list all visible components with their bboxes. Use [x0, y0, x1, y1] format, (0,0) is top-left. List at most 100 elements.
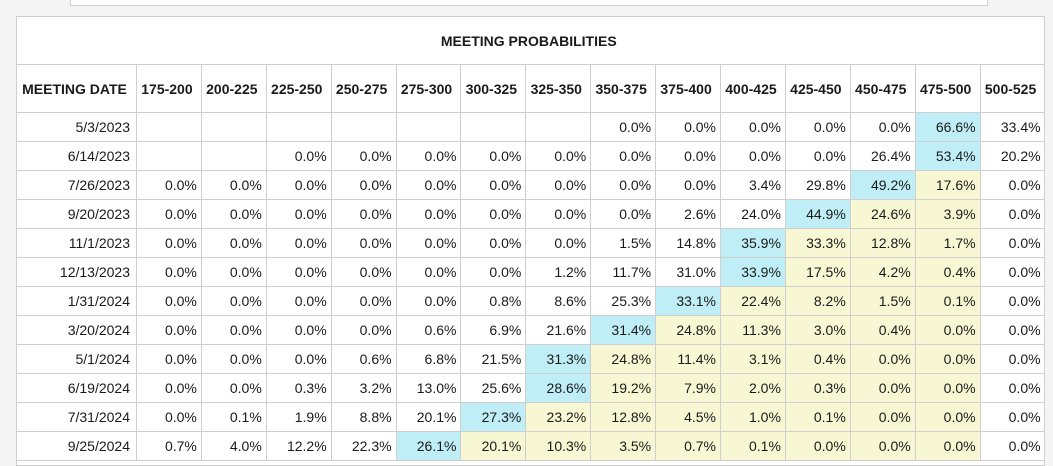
probability-cell: 0.0%	[525, 199, 592, 229]
probability-cell: 0.0%	[136, 170, 202, 200]
meeting-date-cell: 11/1/2023	[17, 228, 137, 258]
probability-cell: 0.6%	[395, 315, 462, 345]
probability-cell: 0.3%	[784, 373, 851, 403]
probability-cell: 21.6%	[525, 315, 592, 345]
probability-cell: 3.2%	[330, 373, 397, 403]
probability-cell: 26.4%	[849, 141, 916, 171]
probability-cell: 0.3%	[265, 373, 332, 403]
range-header: 375-400	[655, 64, 722, 113]
probability-cell: 66.6%	[914, 112, 981, 142]
probability-cell: 31.0%	[655, 257, 722, 287]
probability-cell	[525, 112, 592, 142]
probability-cell: 0.4%	[849, 315, 916, 345]
probability-cell: 0.0%	[590, 112, 657, 142]
probability-cell: 2.0%	[720, 373, 786, 403]
probability-cell: 11.3%	[720, 315, 786, 345]
probability-cell: 0.0%	[136, 373, 202, 403]
table-title: MEETING PROBABILITIES	[17, 17, 1044, 65]
meeting-date-cell: 7/26/2023	[17, 170, 137, 200]
probability-cell: 4.0%	[200, 431, 267, 461]
meeting-date-cell: 6/14/2023	[17, 141, 137, 171]
probability-cell: 0.0%	[265, 286, 332, 316]
probability-cell: 0.0%	[655, 170, 722, 200]
meeting-date-cell: 5/3/2023	[17, 112, 137, 142]
probability-cell: 0.0%	[330, 286, 397, 316]
table-row: 5/3/2023 0.0% 0.0% 0.0% 0.0% 0.0% 66.6% 33.4%	[17, 112, 1044, 142]
probability-cell: 8.2%	[784, 286, 851, 316]
table-row: 9/20/2023 0.0% 0.0% 0.0% 0.0% 0.0% 0.0% 0.0% 0.0…	[17, 199, 1044, 229]
probability-cell: 0.0%	[590, 199, 657, 229]
probability-cell: 0.0%	[330, 228, 397, 258]
meeting-probabilities-table: MEETING PROBABILITIES MEETING DATE 175-2…	[17, 17, 1044, 461]
probability-cell: 22.4%	[720, 286, 786, 316]
probability-cell: 35.9%	[720, 228, 786, 258]
probability-cell: 19.2%	[590, 373, 657, 403]
probability-cell: 0.0%	[136, 199, 202, 229]
probability-cell: 0.0%	[979, 373, 1044, 403]
probability-cell: 0.0%	[784, 141, 851, 171]
probability-cell: 33.4%	[979, 112, 1044, 142]
probability-cell: 23.2%	[525, 402, 592, 432]
probability-cell: 0.0%	[849, 402, 916, 432]
probability-cell: 0.0%	[395, 286, 462, 316]
probability-cell: 0.0%	[590, 170, 657, 200]
probability-cell: 0.0%	[720, 141, 786, 171]
probability-cell	[136, 141, 202, 171]
probability-cell: 0.1%	[914, 286, 981, 316]
probability-cell: 53.4%	[914, 141, 981, 171]
probability-cell	[460, 112, 527, 142]
probability-cell: 0.0%	[720, 112, 786, 142]
probability-cell: 8.6%	[525, 286, 592, 316]
probability-cell	[265, 112, 332, 142]
probability-cell: 0.0%	[136, 315, 202, 345]
range-header: 225-250	[265, 64, 332, 113]
table-row: 1/31/2024 0.0% 0.0% 0.0% 0.0% 0.0% 0.8% 8.6% 25.…	[17, 286, 1044, 316]
probability-cell: 0.0%	[460, 141, 527, 171]
table-row: 5/1/2024 0.0% 0.0% 0.0% 0.6% 6.8% 21.5% 31.3% 24…	[17, 344, 1044, 374]
meeting-date-cell: 9/25/2024	[17, 431, 137, 461]
probability-cell: 0.0%	[460, 228, 527, 258]
probability-cell: 25.6%	[460, 373, 527, 403]
probability-cell: 0.0%	[525, 228, 592, 258]
probability-cell: 24.0%	[720, 199, 786, 229]
meeting-probabilities-panel: MEETING PROBABILITIES MEETING DATE 175-2…	[16, 16, 1045, 466]
table-row: 3/20/2024 0.0% 0.0% 0.0% 0.0% 0.6% 6.9% 21.6% 31…	[17, 315, 1044, 345]
range-header: 475-500	[914, 64, 981, 113]
range-header: 400-425	[720, 64, 786, 113]
probability-cell: 6.8%	[395, 344, 462, 374]
probability-cell: 0.0%	[265, 228, 332, 258]
probability-cell: 1.0%	[720, 402, 786, 432]
probability-cell: 1.7%	[914, 228, 981, 258]
table-row: 12/13/2023 0.0% 0.0% 0.0% 0.0% 0.0% 0.0% 1.2% 11…	[17, 257, 1044, 287]
probability-cell: 33.1%	[655, 286, 722, 316]
probability-cell: 24.6%	[849, 199, 916, 229]
probability-cell: 0.0%	[655, 141, 722, 171]
probability-cell: 0.0%	[136, 286, 202, 316]
meeting-date-cell: 6/19/2024	[17, 373, 137, 403]
probability-cell: 0.0%	[330, 141, 397, 171]
meeting-date-cell: 1/31/2024	[17, 286, 137, 316]
probability-cell: 6.9%	[460, 315, 527, 345]
probability-cell: 0.1%	[200, 402, 267, 432]
probability-cell: 1.5%	[590, 228, 657, 258]
probability-cell: 31.3%	[525, 344, 592, 374]
probability-cell: 10.3%	[525, 431, 592, 461]
probability-cell: 0.0%	[784, 112, 851, 142]
range-header: 275-300	[395, 64, 462, 113]
probability-cell: 2.6%	[655, 199, 722, 229]
probability-cell: 3.5%	[590, 431, 657, 461]
probability-cell: 0.1%	[784, 402, 851, 432]
meeting-date-cell: 9/20/2023	[17, 199, 137, 229]
probability-cell: 0.0%	[200, 286, 267, 316]
range-header: 250-275	[330, 64, 397, 113]
probability-cell: 0.7%	[136, 431, 202, 461]
probability-cell: 12.8%	[849, 228, 916, 258]
probability-cell: 22.3%	[330, 431, 397, 461]
probability-cell: 1.5%	[849, 286, 916, 316]
probability-cell: 0.0%	[330, 315, 397, 345]
probability-cell: 0.0%	[979, 170, 1044, 200]
probability-cell: 21.5%	[460, 344, 527, 374]
probability-cell: 4.5%	[655, 402, 722, 432]
probability-cell: 0.0%	[136, 402, 202, 432]
probability-cell: 0.0%	[200, 199, 267, 229]
